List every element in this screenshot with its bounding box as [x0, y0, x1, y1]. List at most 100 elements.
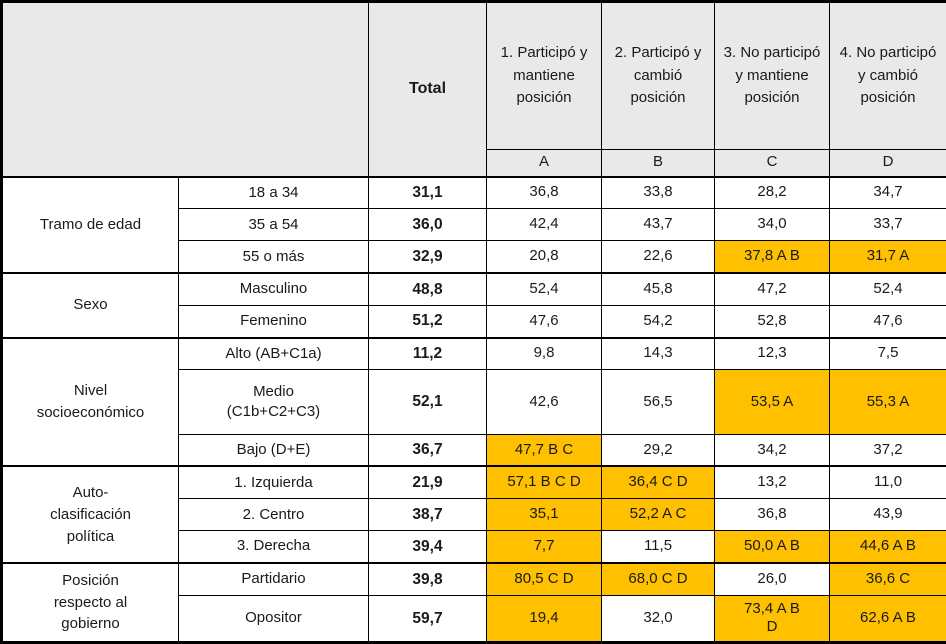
data-cell: 12,3 [714, 336, 830, 371]
data-cell: 26,0 [714, 561, 830, 596]
subcategory-cell: 3. Derecha [178, 530, 369, 564]
subcategory-cell: 18 a 34 [178, 175, 369, 210]
column-letter-d: D [829, 149, 946, 178]
data-cell: 11,0 [829, 465, 946, 500]
category-cell: Tramo de edad [1, 175, 179, 274]
total-cell: 59,7 [368, 594, 487, 644]
data-cell-highlighted: 57,1 B C D [486, 465, 602, 500]
data-cell-highlighted: 36,6 C [829, 561, 946, 596]
subcategory-cell: Bajo (D+E) [178, 433, 369, 467]
data-cell: 7,5 [829, 336, 946, 371]
table-row: Posición respecto al gobierno Partidario 3… [1, 561, 946, 643]
table-row: Medio (C1b+C2+C3) 52,1 42,6 56,5 53,5 A 55,3 A [2, 369, 946, 435]
data-cell-highlighted: 7,7 [486, 530, 602, 564]
total-cell: 31,1 [368, 175, 487, 210]
column-letter-b: B [601, 149, 715, 178]
data-cell: 33,7 [829, 208, 946, 242]
data-cell: 33,8 [601, 175, 715, 210]
table-row: Nivel socioeconómico Alto (AB+C1a) 11,2 9,8… [1, 336, 946, 467]
data-cell-highlighted: 47,7 B C [486, 433, 602, 467]
table-row: Auto-clasificación política 1. Izquierda 2… [1, 465, 946, 564]
data-cell: 43,9 [829, 498, 946, 532]
data-cell-highlighted: 50,0 A B [714, 530, 830, 564]
total-cell: 36,7 [368, 433, 487, 467]
data-cell: 52,4 [486, 272, 602, 306]
table-row: 3. Derecha 39,4 7,7 11,5 50,0 A B 44,6 A B [2, 530, 946, 564]
total-cell: 39,4 [368, 530, 487, 564]
data-cell: 32,0 [601, 594, 715, 644]
data-cell: 36,8 [486, 175, 602, 210]
data-cell: 22,6 [601, 240, 715, 274]
category-cell: Sexo [1, 272, 179, 339]
data-cell-highlighted: 31,7 A [829, 240, 946, 274]
column-header-d: 4. No participó y cambió posición [829, 1, 946, 150]
data-cell: 52,4 [829, 272, 946, 306]
table-body: Tramo de edad 18 a 34 31,1 36,8 33,8 28,2 34,7… [1, 175, 946, 644]
data-cell: 42,6 [486, 369, 602, 435]
total-column-header: Total [368, 1, 487, 177]
data-cell-highlighted: 44,6 A B [829, 530, 946, 564]
data-cell: 13,2 [714, 465, 830, 500]
total-cell: 51,2 [368, 304, 487, 339]
data-cell: 43,7 [601, 208, 715, 242]
data-cell-highlighted: 62,6 A B [829, 594, 946, 644]
total-cell: 38,7 [368, 498, 487, 532]
column-letter-c: C [714, 149, 830, 178]
table-row: Sexo Masculino 48,8 52,4 45,8 47,2 52,4 [1, 272, 946, 339]
data-cell-highlighted: 80,5 C D [486, 561, 602, 596]
column-header-b: 2. Participó y cambió posición [601, 1, 715, 150]
total-cell: 48,8 [368, 272, 487, 306]
data-cell: 56,5 [601, 369, 715, 435]
data-cell: 34,0 [714, 208, 830, 242]
total-cell: 21,9 [368, 465, 487, 500]
data-cell: 47,6 [486, 304, 602, 339]
header-row: Total 1. Participó y mantiene posición 2… [1, 1, 946, 177]
data-cell: 14,3 [601, 336, 715, 371]
total-cell: 11,2 [368, 336, 487, 371]
data-cell: 36,8 [714, 498, 830, 532]
data-cell: 11,5 [601, 530, 715, 564]
data-cell-highlighted: 68,0 C D [601, 561, 715, 596]
table-row: 2. Centro 38,7 35,1 52,2 A C 36,8 43,9 [2, 498, 946, 532]
data-cell: 42,4 [486, 208, 602, 242]
subcategory-cell: 35 a 54 [178, 208, 369, 242]
subcategory-cell: Medio (C1b+C2+C3) [178, 369, 369, 435]
total-cell: 52,1 [368, 369, 487, 435]
data-cell: 29,2 [601, 433, 715, 467]
data-cell-highlighted: 55,3 A [829, 369, 946, 435]
letter-row: A B C D [2, 149, 946, 178]
subcategory-cell: Opositor [178, 594, 369, 644]
data-cell-highlighted: 53,5 A [714, 369, 830, 435]
data-cell-highlighted: 52,2 A C [601, 498, 715, 532]
column-letter-a: A [486, 149, 602, 178]
table-row: Opositor 59,7 19,4 32,0 73,4 A B D 62,6 A B [2, 594, 946, 644]
data-cell: 37,2 [829, 433, 946, 467]
data-cell: 54,2 [601, 304, 715, 339]
table-header: Total 1. Participó y mantiene posición 2… [1, 1, 946, 178]
subcategory-cell: Femenino [178, 304, 369, 339]
data-cell: 45,8 [601, 272, 715, 306]
category-cell: Nivel socioeconómico [1, 336, 179, 467]
table-row: 55 o más 32,9 20,8 22,6 37,8 A B 31,7 A [2, 240, 946, 274]
total-cell: 32,9 [368, 240, 487, 274]
subcategory-cell: Alto (AB+C1a) [178, 336, 369, 371]
data-cell: 9,8 [486, 336, 602, 371]
data-cell: 34,2 [714, 433, 830, 467]
data-cell: 20,8 [486, 240, 602, 274]
total-cell: 39,8 [368, 561, 487, 596]
data-cell-highlighted: 35,1 [486, 498, 602, 532]
subcategory-cell: 2. Centro [178, 498, 369, 532]
category-cell: Auto-clasificación política [1, 465, 179, 564]
data-cell: 34,7 [829, 175, 946, 210]
data-cell: 47,2 [714, 272, 830, 306]
table-row: Femenino 51,2 47,6 54,2 52,8 47,6 [2, 304, 946, 339]
column-header-a: 1. Participó y mantiene posición [486, 1, 602, 150]
subcategory-cell: 55 o más [178, 240, 369, 274]
subcategory-cell: 1. Izquierda [178, 465, 369, 500]
data-cell: 52,8 [714, 304, 830, 339]
data-cell-highlighted: 36,4 C D [601, 465, 715, 500]
data-cell-highlighted: 19,4 [486, 594, 602, 644]
